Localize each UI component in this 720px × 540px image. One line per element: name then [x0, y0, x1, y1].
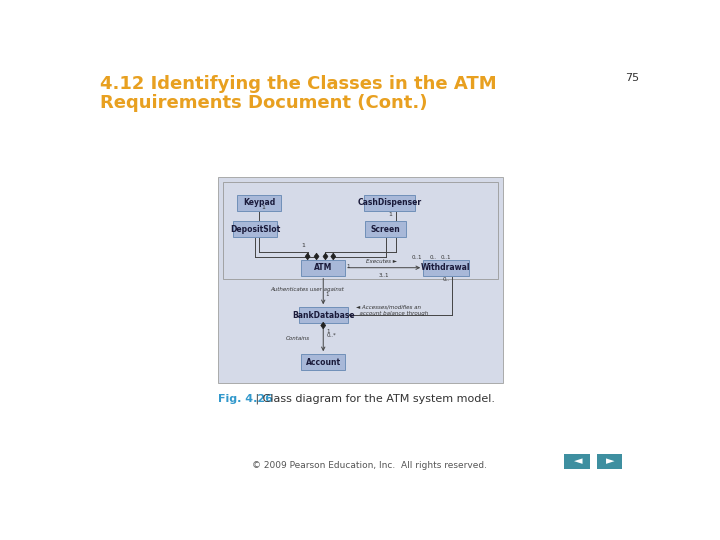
Text: ►: ►	[606, 456, 615, 467]
Polygon shape	[330, 253, 336, 260]
Text: 0..1: 0..1	[440, 255, 451, 260]
Polygon shape	[314, 253, 319, 260]
Text: DepositSlot: DepositSlot	[230, 225, 280, 233]
FancyBboxPatch shape	[597, 454, 622, 469]
FancyBboxPatch shape	[302, 354, 345, 370]
Text: CashDispenser: CashDispenser	[358, 198, 422, 207]
FancyBboxPatch shape	[423, 260, 469, 275]
FancyBboxPatch shape	[299, 307, 348, 323]
Text: 3..1: 3..1	[379, 273, 390, 278]
Polygon shape	[323, 253, 328, 260]
Text: 1: 1	[261, 205, 265, 211]
FancyBboxPatch shape	[302, 260, 345, 275]
Text: 0..*: 0..*	[327, 333, 336, 338]
Text: 0..: 0..	[430, 255, 436, 260]
Text: 1: 1	[389, 212, 392, 218]
Polygon shape	[305, 253, 310, 260]
Text: Keypad: Keypad	[243, 198, 275, 207]
Text: Requirements Document (Cont.): Requirements Document (Cont.)	[100, 94, 428, 112]
Text: ATM: ATM	[314, 263, 333, 272]
Text: BankDatabase: BankDatabase	[292, 310, 354, 320]
Text: Executes ►: Executes ►	[366, 259, 397, 264]
Polygon shape	[321, 322, 325, 329]
FancyBboxPatch shape	[365, 221, 406, 237]
Text: 0..1: 0..1	[412, 255, 422, 260]
FancyBboxPatch shape	[364, 195, 415, 211]
Text: Contains: Contains	[285, 336, 310, 341]
FancyBboxPatch shape	[564, 454, 590, 469]
Text: | Class diagram for the ATM system model.: | Class diagram for the ATM system model…	[252, 394, 495, 404]
FancyBboxPatch shape	[218, 177, 503, 383]
FancyBboxPatch shape	[238, 195, 281, 211]
Text: 1: 1	[346, 264, 350, 269]
Text: 1: 1	[301, 243, 305, 248]
Text: 75: 75	[626, 73, 639, 83]
Text: ◄: ◄	[574, 456, 582, 467]
FancyBboxPatch shape	[233, 221, 277, 237]
Text: 1: 1	[327, 329, 330, 334]
Text: Fig. 4.26: Fig. 4.26	[218, 394, 274, 404]
Text: Screen: Screen	[371, 225, 400, 233]
Text: ◄ Accesses/modifies an
  account balance through: ◄ Accesses/modifies an account balance t…	[356, 305, 428, 315]
Text: Withdrawal: Withdrawal	[421, 263, 471, 272]
Text: Account: Account	[306, 357, 341, 367]
Text: Authenticates user against: Authenticates user against	[270, 287, 344, 292]
Text: 1: 1	[325, 292, 329, 297]
Text: © 2009 Pearson Education, Inc.  All rights reserved.: © 2009 Pearson Education, Inc. All right…	[251, 461, 487, 470]
Text: 0..: 0..	[443, 277, 449, 282]
Text: 4.12 Identifying the Classes in the ATM: 4.12 Identifying the Classes in the ATM	[100, 75, 497, 93]
